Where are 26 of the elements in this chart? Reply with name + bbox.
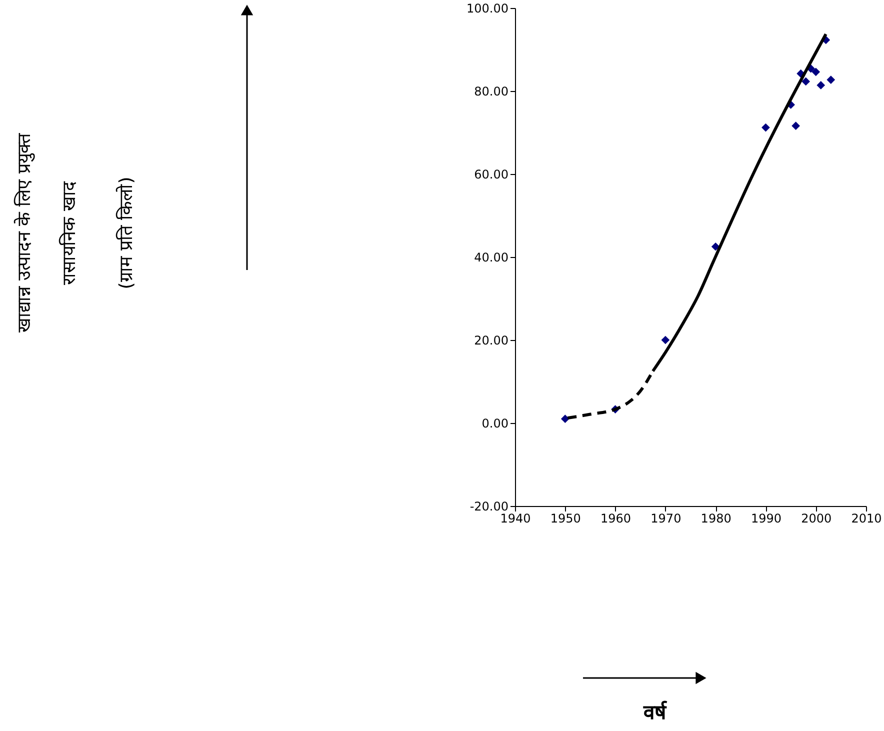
point (792, 122, 800, 130)
text: खाद्यान्न उत्पादन के लिए प्रयुक्त रासायनिक खाद (ग्राम प्रति किलो) (14, 134, 137, 332)
y-tick-label: 80.00 (474, 84, 508, 98)
y-tick-label: 40.00 (474, 250, 508, 264)
point (711, 242, 720, 251)
point (816, 81, 826, 90)
y-tick-label: 60.00 (474, 168, 508, 182)
y-tick-label: 0.00 (482, 416, 508, 430)
y-tick-label: -20.00 (470, 500, 508, 514)
x-tick-label: 1950 (550, 512, 581, 526)
x-tick-label: 1980 (700, 512, 732, 526)
point (812, 68, 820, 76)
y-tick-label: 100.00 (466, 2, 508, 16)
point (802, 77, 810, 86)
point (661, 336, 670, 344)
y-tick-label: 20.00 (474, 334, 508, 348)
x-tick-label: 2000 (801, 512, 832, 526)
x-tick-label: 1970 (650, 512, 682, 526)
x-tick-label: 1990 (750, 512, 782, 526)
point (762, 123, 770, 132)
x-tick-label: 2010 (851, 512, 882, 526)
x-tick-label: 1960 (600, 512, 632, 526)
point (560, 414, 570, 424)
x-tick-label: 1940 (500, 512, 531, 526)
point (826, 76, 836, 84)
text: वर्ष (642, 700, 668, 724)
